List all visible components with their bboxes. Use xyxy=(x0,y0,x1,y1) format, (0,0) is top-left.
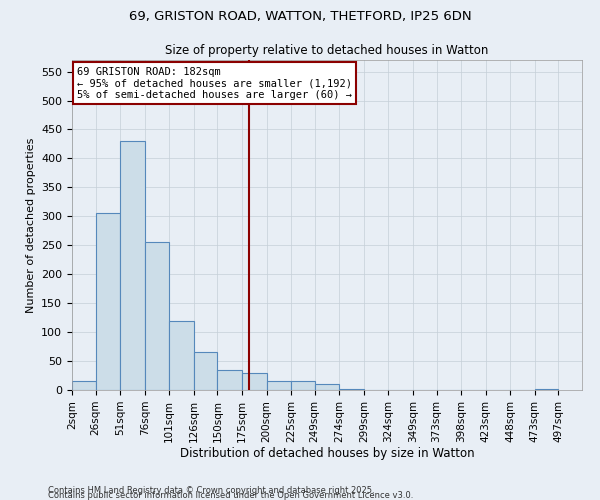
Bar xyxy=(120,141,145,390)
Text: 69, GRISTON ROAD, WATTON, THETFORD, IP25 6DN: 69, GRISTON ROAD, WATTON, THETFORD, IP25… xyxy=(128,10,472,23)
Bar xyxy=(169,320,194,390)
Bar xyxy=(315,384,339,390)
X-axis label: Distribution of detached houses by size in Watton: Distribution of detached houses by size … xyxy=(179,448,475,460)
Bar xyxy=(217,370,242,390)
Text: Contains public sector information licensed under the Open Government Licence v3: Contains public sector information licen… xyxy=(48,491,413,500)
Bar xyxy=(194,352,217,390)
Text: 69 GRISTON ROAD: 182sqm
← 95% of detached houses are smaller (1,192)
5% of semi-: 69 GRISTON ROAD: 182sqm ← 95% of detache… xyxy=(77,66,352,100)
Title: Size of property relative to detached houses in Watton: Size of property relative to detached ho… xyxy=(166,44,488,58)
Text: Contains HM Land Registry data © Crown copyright and database right 2025.: Contains HM Land Registry data © Crown c… xyxy=(48,486,374,495)
Bar xyxy=(291,382,315,390)
Bar xyxy=(145,242,169,390)
Bar xyxy=(266,382,291,390)
Bar xyxy=(535,389,559,390)
Bar xyxy=(242,372,266,390)
Bar xyxy=(72,382,95,390)
Y-axis label: Number of detached properties: Number of detached properties xyxy=(26,138,35,312)
Bar xyxy=(339,389,364,390)
Bar xyxy=(95,214,120,390)
